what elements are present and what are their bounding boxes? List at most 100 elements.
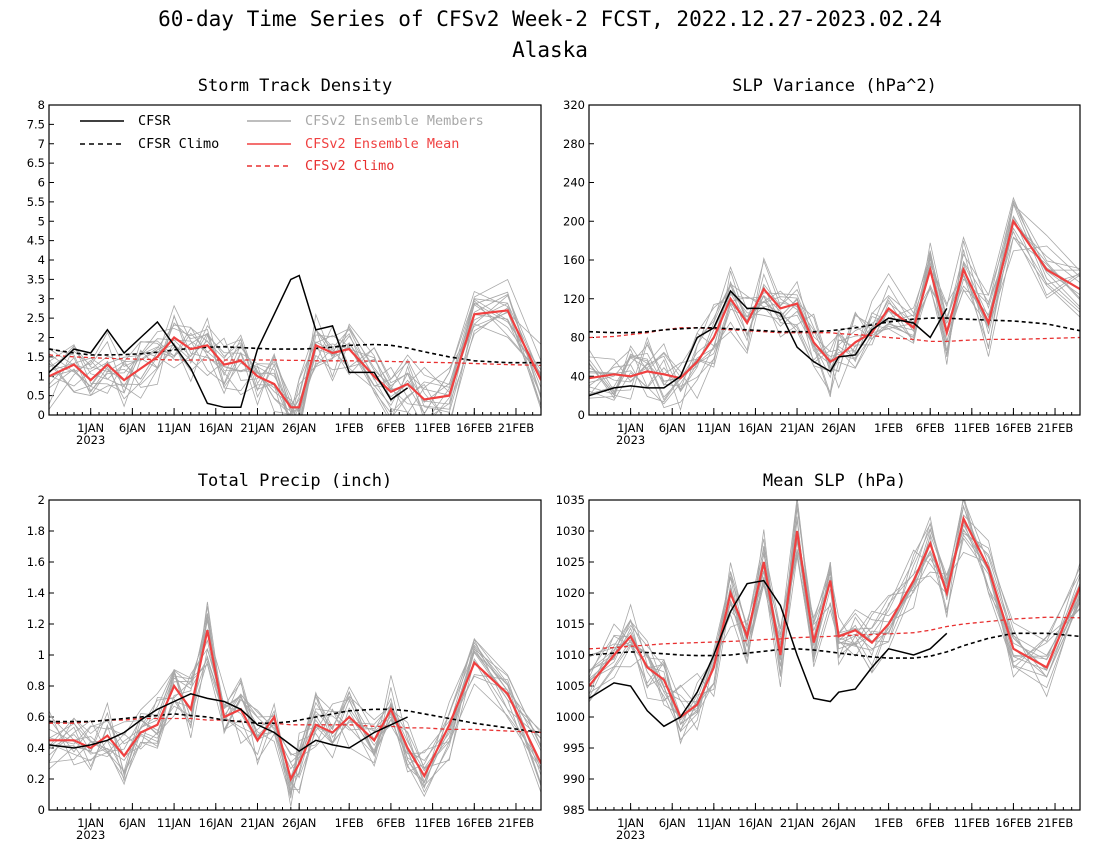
x-tick-label: 21FEB <box>498 816 535 830</box>
y-tick-label: 1010 <box>556 648 585 662</box>
plot-frame <box>48 499 542 811</box>
x-tick-label: 6FEB <box>376 816 405 830</box>
y-tick-label: 6.5 <box>27 156 45 170</box>
y-tick-label: 5 <box>38 214 45 228</box>
ensemble-member-line <box>589 196 1080 403</box>
x-tick-label: 26JAN <box>282 421 316 435</box>
cfsr-climo-line <box>49 708 541 734</box>
x-tick-label: 11FEB <box>414 816 451 830</box>
x-tick-label: 6JAN <box>119 421 146 435</box>
y-tick-label: 6 <box>38 176 45 190</box>
y-tick-label: 1015 <box>556 617 585 631</box>
x-tick-label: 16FEB <box>456 421 493 435</box>
y-tick-label: 1025 <box>556 555 585 569</box>
x-tick-label: 21JAN <box>780 816 814 830</box>
y-tick-label: 4.5 <box>27 234 45 248</box>
y-tick-label: 990 <box>563 772 585 786</box>
ensemble-member-line <box>589 199 1080 391</box>
y-tick-label: 1005 <box>556 679 585 693</box>
x-tick-label: 16FEB <box>995 421 1032 435</box>
y-tick-label: 0.4 <box>27 741 45 755</box>
y-tick-label: 240 <box>563 176 585 190</box>
y-tick-label: 320 <box>563 98 585 112</box>
x-tick-label: 16JAN <box>199 816 233 830</box>
ensemble-member-line <box>49 644 541 807</box>
x-tick-label: 6FEB <box>916 421 945 435</box>
ensemble-member-line <box>49 302 541 414</box>
x-tick-label: 6JAN <box>659 816 686 830</box>
y-tick-label: 7 <box>38 137 45 151</box>
panel-title: SLP Variance (hPa^2) <box>732 76 937 96</box>
y-tick-label: 0.5 <box>27 389 45 403</box>
y-tick-label: 3.5 <box>27 272 45 286</box>
x-tick-label: 1FEB <box>874 816 903 830</box>
cfsr-climo-line <box>589 317 1080 334</box>
y-tick-label: 5.5 <box>27 195 45 209</box>
cfsr-line <box>49 693 408 753</box>
y-tick-label: 995 <box>563 741 585 755</box>
y-tick-label: 160 <box>563 253 585 267</box>
x-tick-label: 21FEB <box>1037 816 1074 830</box>
ensemble-member-line <box>49 322 541 415</box>
legend-members-label: CFSv2 Ensemble Members <box>305 113 484 129</box>
x-tick-label: 11FEB <box>414 421 451 435</box>
y-tick-label: 1.2 <box>27 617 45 631</box>
y-tick-label: 80 <box>570 331 585 345</box>
cfsr-climo-line <box>49 343 541 364</box>
ensemble-member-line <box>49 298 541 406</box>
panel-4: Mean SLP (hPa) 985 990 995 1000 1005 1010 1015 1… <box>556 471 1081 842</box>
x-tick-label: 16JAN <box>738 421 772 435</box>
ensemble-members <box>589 500 1080 745</box>
x-tick-label: 11FEB <box>954 816 991 830</box>
plot-frame <box>588 499 1081 811</box>
x-tick-label: 16JAN <box>738 816 772 830</box>
x-tick-label: 16FEB <box>995 816 1032 830</box>
figure-subtitle: Alaska <box>512 38 588 62</box>
ensemble-member-line <box>49 304 541 414</box>
ensemble-member-line <box>49 302 541 415</box>
y-tick-label: 1000 <box>556 710 585 724</box>
x-tick-label: 21FEB <box>498 421 535 435</box>
x-tick-label: 26JAN <box>282 816 316 830</box>
y-tick-label: 0.2 <box>27 772 45 786</box>
legend: CFSR CFSR Climo CFSv2 Ensemble Members C… <box>80 113 484 174</box>
ensemble-members <box>49 601 541 807</box>
x-year-label: 2023 <box>76 828 105 842</box>
y-tick-label: 40 <box>570 369 585 383</box>
ensemble-member-line <box>589 500 1080 701</box>
x-tick-label: 16FEB <box>456 816 493 830</box>
ensemble-member-line <box>49 311 541 415</box>
panel-title: Total Precip (inch) <box>198 471 392 491</box>
x-tick-label: 21JAN <box>240 816 274 830</box>
y-tick-label: 1020 <box>556 586 585 600</box>
ensemble-member-line <box>589 215 1080 401</box>
legend-cfsr-label: CFSR <box>138 113 171 129</box>
x-year-label: 2023 <box>616 828 645 842</box>
x-tick-label: 21JAN <box>780 421 814 435</box>
y-tick-label: 2 <box>38 331 45 345</box>
panel-1: Storm Track Density 0 0.5 1 1.5 2 2.5 3 3.5 4 4.5 5… <box>27 76 542 447</box>
cfsv2-climo-line <box>49 354 541 367</box>
x-tick-label: 1JAN <box>77 421 104 435</box>
y-tick-label: 0 <box>38 408 45 422</box>
y-tick-label: 1035 <box>556 493 585 507</box>
y-tick-label: 4 <box>38 253 45 267</box>
y-tick-label: 0.8 <box>27 679 45 693</box>
plot-frame <box>588 104 1081 416</box>
y-tick-label: 1 <box>38 648 45 662</box>
ensemble-mean-line <box>49 629 541 782</box>
x-tick-label: 1JAN <box>617 421 644 435</box>
x-tick-label: 11FEB <box>954 421 991 435</box>
legend-cfsv2-climo-label: CFSv2 Climo <box>305 158 394 174</box>
legend-cfsr-climo-label: CFSR Climo <box>138 136 219 152</box>
ensemble-mean-line <box>49 309 541 409</box>
y-tick-label: 0 <box>38 803 45 817</box>
x-tick-label: 21JAN <box>240 421 274 435</box>
x-tick-label: 11JAN <box>157 816 191 830</box>
x-tick-label: 26JAN <box>822 421 856 435</box>
ensemble-members <box>589 196 1080 412</box>
x-tick-label: 1JAN <box>617 816 644 830</box>
y-tick-label: 1030 <box>556 524 585 538</box>
y-tick-label: 985 <box>563 803 585 817</box>
